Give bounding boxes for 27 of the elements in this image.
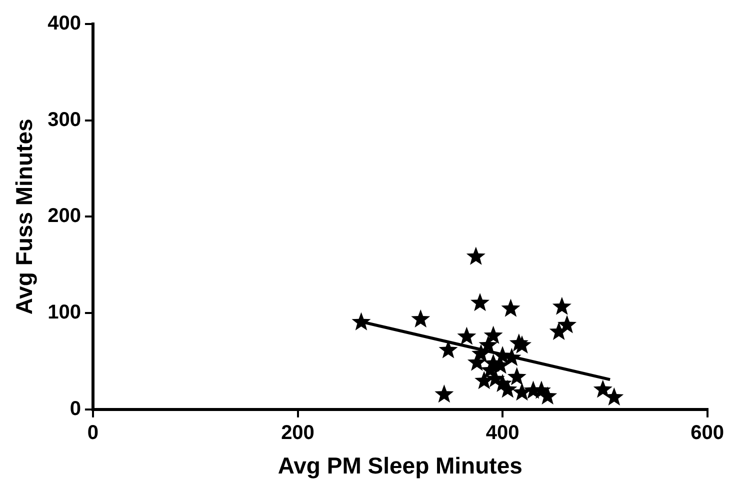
y-axis-title: Avg Fuss Minutes [11,118,38,315]
point [593,380,612,398]
point [484,326,503,344]
x-tick-label: 400 [486,422,520,444]
point [411,309,430,328]
x-axis-title: Avg PM Sleep Minutes [278,452,522,479]
point [438,340,458,358]
point [507,367,526,386]
y-tick-label: 200 [48,205,81,228]
point [498,380,518,398]
x-tick-label: 600 [690,422,724,444]
y-tick-label: 100 [48,302,81,324]
x-tick-label: 0 [87,422,99,444]
y-tick-label: 0 [70,398,81,420]
point [604,387,624,406]
point [457,326,476,345]
point [467,352,486,371]
point [501,298,520,317]
point [549,322,568,340]
point [466,246,486,265]
y-tick-label: 400 [48,12,81,35]
y-tick-label: 300 [48,108,81,131]
point [352,312,371,330]
point [434,384,454,403]
point [470,292,490,312]
x-tick-label: 200 [281,422,314,444]
point [552,296,572,315]
